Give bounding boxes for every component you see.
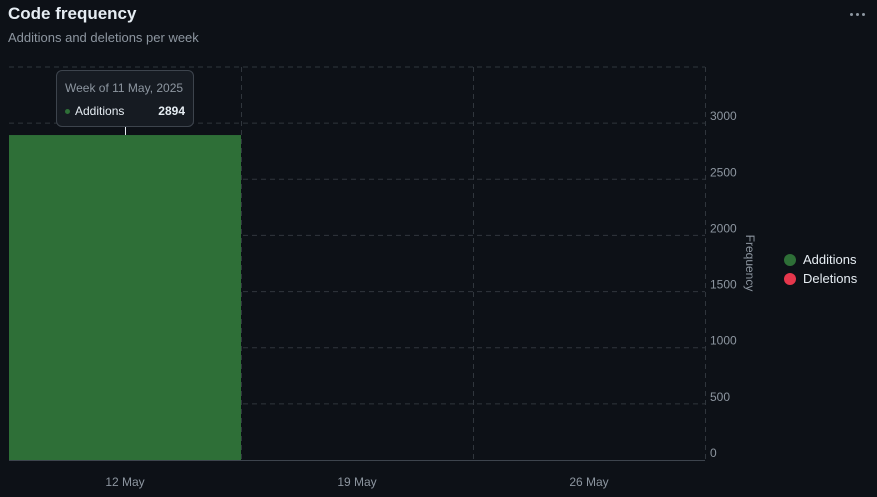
kebab-horizontal-icon — [855, 12, 859, 16]
x-tick-label: 19 May — [337, 475, 376, 489]
additions-swatch — [784, 253, 796, 266]
legend-label-deletions: Deletions — [803, 271, 858, 286]
chart-tooltip: Week of 11 May, 2025 Additions 2894 — [56, 70, 194, 127]
tooltip-title: Week of 11 May, 2025 — [65, 81, 184, 95]
kebab-horizontal-icon — [849, 12, 853, 16]
legend-item-additions[interactable]: Additions — [784, 250, 857, 269]
tooltip-row: Additions 2894 — [65, 104, 185, 118]
y-tick-label: 1000 — [710, 334, 737, 348]
y-tick-label: 0 — [710, 446, 717, 460]
y-tick-label: 2500 — [710, 165, 737, 179]
tooltip-series-label: Additions — [75, 104, 125, 118]
more-options-button[interactable] — [844, 4, 870, 24]
legend-item-deletions[interactable]: Deletions — [784, 269, 857, 288]
legend-label-additions: Additions — [803, 252, 857, 267]
x-tick-label: 12 May — [105, 475, 144, 489]
y-tick-label: 2000 — [710, 221, 737, 235]
chart-subtitle: Additions and deletions per week — [8, 30, 199, 45]
chart-legend: Additions Deletions — [784, 250, 857, 288]
y-tick-label: 1500 — [710, 278, 737, 292]
y-tick-label: 500 — [710, 390, 730, 404]
deletions-swatch — [784, 272, 796, 285]
chart-title: Code frequency — [8, 4, 137, 23]
tooltip-series-value: 2894 — [158, 104, 185, 118]
x-tick-label: 26 May — [569, 475, 608, 489]
y-axis-title: Frequency — [743, 235, 757, 292]
tooltip-series-dot — [65, 108, 70, 114]
kebab-horizontal-icon — [861, 12, 865, 16]
bar-additions — [9, 135, 241, 460]
y-tick-label: 3000 — [710, 109, 737, 123]
